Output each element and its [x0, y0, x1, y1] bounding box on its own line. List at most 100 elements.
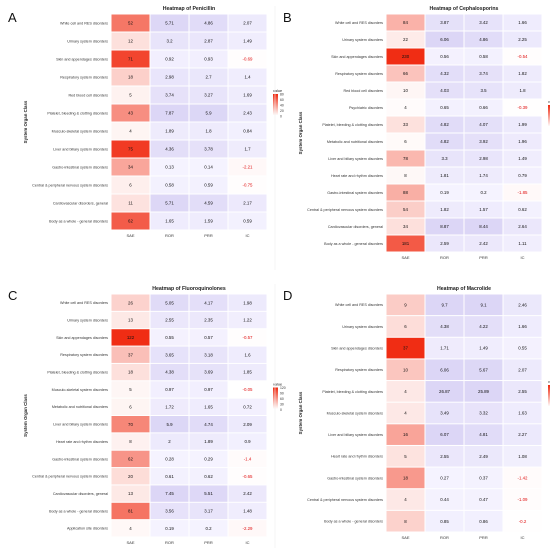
legend-gradient-step [548, 106, 550, 108]
cell-value-label: 1.65 [165, 219, 174, 224]
heatmap-cell [111, 212, 150, 230]
heatmap-cell [425, 402, 464, 424]
heatmap-cell [386, 150, 425, 167]
cell-value-label: -0.65 [242, 474, 253, 479]
legend-gradient-step [548, 113, 550, 115]
cell-value-label: 18 [128, 370, 133, 375]
cell-value-label: 13 [128, 318, 133, 323]
legend-gradient-step [548, 388, 550, 390]
heatmap-cell [111, 520, 150, 537]
cell-value-label: 8 [404, 173, 407, 178]
heatmap-cell [111, 485, 150, 502]
cell-value-label: 2.35 [204, 318, 213, 323]
panel-label: B [283, 10, 292, 25]
legend-gradient-step [273, 406, 278, 408]
legend-title: value [548, 100, 550, 104]
legend-gradient-step [273, 111, 278, 113]
row-label: Liver and biliary system disorders [328, 157, 383, 161]
panel-label: A [8, 10, 17, 25]
heatmap-cell [189, 86, 228, 104]
heatmap-cell [386, 510, 425, 532]
cell-value-label: 10 [403, 367, 408, 372]
heatmap-cell [189, 502, 228, 520]
heatmap-cell [464, 489, 503, 510]
legend-gradient-step [548, 398, 550, 400]
row-label: Application site disorders [67, 527, 108, 531]
cell-value-label: 2 [168, 439, 171, 444]
heatmap-cell [425, 424, 464, 445]
heatmap-cell [228, 398, 267, 415]
legend-tick-label: 90 [280, 392, 284, 396]
legend-gradient-step [548, 392, 550, 394]
cell-value-label: 3.32 [479, 411, 488, 416]
cell-value-label: 0.27 [440, 476, 449, 481]
heatmap-cell [150, 485, 189, 502]
row-label: Metabolic and nutritional disorders [327, 140, 383, 144]
panel-label: C [8, 288, 17, 303]
cell-value-label: 6.07 [440, 432, 449, 437]
heatmap-cell [111, 122, 150, 140]
cell-value-label: 6 [404, 324, 407, 329]
row-label: Platelet, bleeding & clotting disorders [322, 390, 383, 394]
cell-value-label: 3.2 [166, 39, 173, 44]
heatmap-cell [189, 363, 228, 381]
heatmap-cell [503, 424, 542, 445]
cell-value-label: 0.44 [440, 497, 449, 502]
cell-value-label: 0.93 [204, 57, 213, 62]
legend-gradient-step [273, 391, 278, 393]
heatmap-cell [425, 294, 464, 316]
cell-value-label: 0.19 [440, 190, 449, 195]
heatmap-cell [189, 158, 228, 176]
legend-gradient-step [273, 107, 278, 109]
column-label: PRR [479, 535, 488, 540]
heatmap-cell [425, 201, 464, 218]
legend-gradient-step [273, 388, 278, 390]
heatmap-cell [464, 402, 503, 424]
heatmap-cell [189, 329, 228, 346]
legend-gradient-step [273, 390, 278, 392]
heatmap-cell [464, 445, 503, 467]
heatmap-cell [464, 150, 503, 167]
cell-value-label: 1.49 [518, 156, 527, 161]
heatmap-cell [386, 31, 425, 48]
legend-gradient-step [548, 393, 550, 395]
heatmap-cell [150, 212, 189, 230]
cell-value-label: 3.42 [479, 20, 488, 25]
row-label: Body as a whole - general disorders [324, 520, 383, 524]
row-label: Heart rate and rhythm disorders [56, 440, 108, 444]
heatmap-cell [228, 450, 267, 468]
chart-title: Heatmap of Macrolide [437, 286, 491, 292]
y-axis-label: System Organ Class [23, 100, 28, 143]
heatmap-cell [189, 32, 228, 50]
heatmap-cell [425, 48, 464, 65]
heatmap-cell [425, 150, 464, 167]
heatmap-cell [464, 167, 503, 184]
heatmap-cell [111, 14, 150, 32]
cell-value-label: 8.44 [479, 224, 488, 229]
cell-value-label: 0.92 [165, 57, 174, 62]
cell-value-label: 2.07 [518, 367, 527, 372]
column-label: PRR [204, 540, 213, 545]
cell-value-label: 1.49 [243, 39, 252, 44]
legend-gradient-step [273, 407, 278, 409]
row-label: Central & peripheral nervous system diso… [307, 498, 383, 502]
heatmap-cell [503, 184, 542, 201]
heatmap-cell [464, 116, 503, 133]
legend-gradient-step [273, 98, 278, 100]
cell-value-label: 5.9 [205, 111, 212, 116]
cell-value-label: 1.57 [479, 207, 488, 212]
cell-value-label: 0.62 [204, 474, 213, 479]
cell-value-label: 2.07 [243, 21, 252, 26]
cell-value-label: 7.45 [165, 491, 174, 496]
heatmap-cell [228, 14, 267, 32]
cell-value-label: 71 [128, 57, 133, 62]
heatmap-cell [503, 116, 542, 133]
cell-value-label: 4 [129, 129, 132, 134]
legend-title: value [548, 380, 550, 384]
cell-value-label: 0.65 [440, 105, 449, 110]
cell-value-label: 5.05 [165, 300, 174, 305]
heatmap-cell [386, 116, 425, 133]
row-label: Musculo-skeletal system disorders [52, 129, 109, 133]
cell-value-label: 0.58 [479, 54, 488, 59]
heatmap-cell [425, 99, 464, 116]
